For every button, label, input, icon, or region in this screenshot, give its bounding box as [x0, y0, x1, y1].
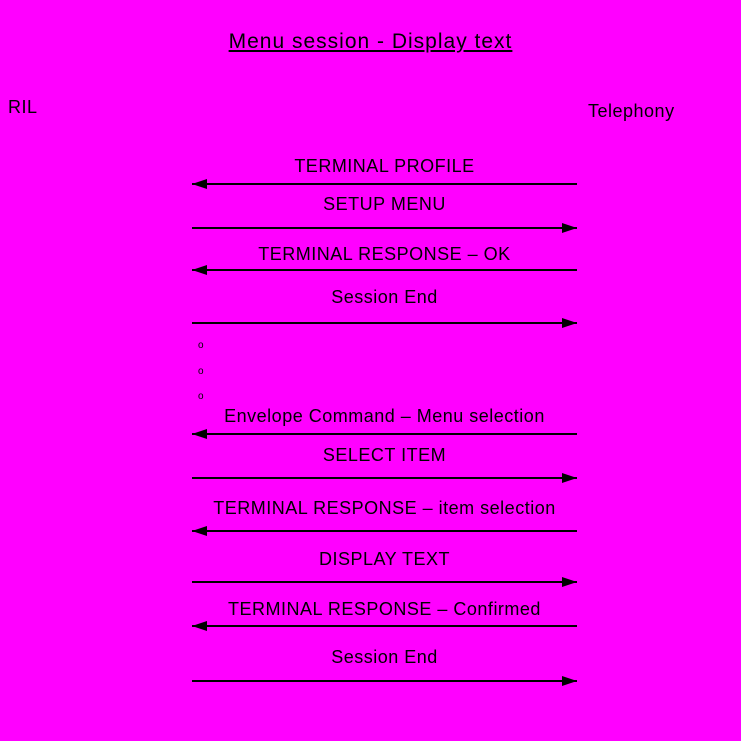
- message-arrow: [192, 577, 577, 587]
- message-arrow: [192, 473, 577, 483]
- message-label: Session End: [331, 647, 438, 667]
- message-label: TERMINAL RESPONSE – Confirmed: [228, 599, 541, 619]
- message-arrow: [192, 179, 577, 189]
- message-label: DISPLAY TEXT: [318, 549, 451, 569]
- message-arrow: [192, 429, 577, 439]
- message-label: TERMINAL PROFILE: [294, 156, 475, 176]
- diagram-title-text: Menu session - Display text: [228, 30, 513, 53]
- message-label: TERMINAL RESPONSE – item selection: [213, 498, 556, 518]
- message-arrow: [192, 223, 577, 233]
- message-label: Envelope Command – Menu selection: [224, 406, 545, 426]
- message-label: SELECT ITEM: [322, 445, 447, 465]
- message-arrow: [192, 621, 577, 631]
- message-label: TERMINAL RESPONSE – OK: [258, 244, 511, 264]
- continuation-dot: o: [198, 391, 204, 402]
- actor-label-ril: RIL: [8, 97, 38, 117]
- continuation-dot: o: [198, 340, 204, 351]
- message-label: SETUP MENU: [323, 194, 446, 214]
- diagram-title: Menu session - Display text: [0, 30, 741, 54]
- continuation-dot: o: [198, 366, 204, 377]
- message-arrow: [192, 318, 577, 328]
- message-arrow: [192, 676, 577, 686]
- message-arrow: [192, 265, 577, 275]
- message-label: Session End: [331, 287, 438, 307]
- message-arrow: [192, 526, 577, 536]
- actor-label-telephony: Telephony: [588, 101, 675, 121]
